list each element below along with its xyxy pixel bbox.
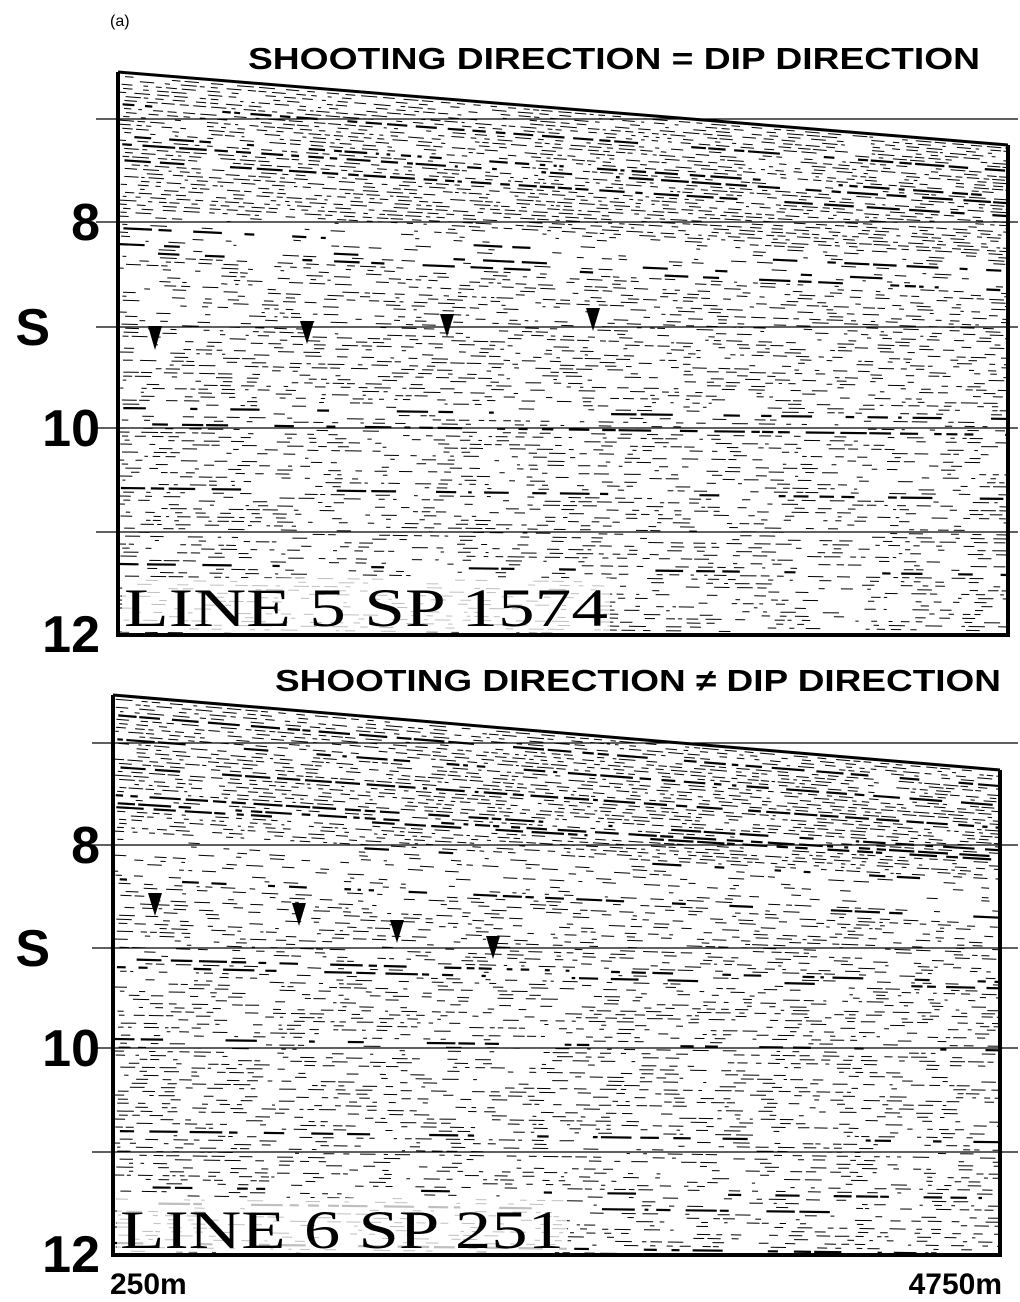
x-axis-label: 250m xyxy=(110,1268,187,1301)
panel-frame xyxy=(96,70,1018,637)
panel-title: SHOOTING DIRECTION = DIP DIRECTION xyxy=(248,41,980,76)
seismic-texture xyxy=(118,73,1008,635)
y-tick-label: 10 xyxy=(42,400,100,458)
panel-title: SHOOTING DIRECTION ≠ DIP DIRECTION xyxy=(275,663,1001,698)
y-axis-label: S xyxy=(15,299,50,357)
arrows xyxy=(148,308,600,350)
y-tick-label: 12 xyxy=(42,1226,100,1284)
line-label: LINE 5 SP 1574 xyxy=(124,578,608,638)
y-axis-label: S xyxy=(15,920,50,978)
line-label: LINE 6 SP 251 xyxy=(120,1200,564,1260)
panel-label: (a) xyxy=(110,13,130,30)
y-tick-label: 8 xyxy=(71,194,100,252)
y-tick-label: 12 xyxy=(42,606,100,664)
label-backdrop xyxy=(117,1198,567,1252)
arrows xyxy=(148,893,500,959)
x-axis-label: 4750m xyxy=(909,1268,1002,1301)
panel-frame xyxy=(92,693,1018,1257)
strong-reflectors xyxy=(113,714,1000,1255)
y-tick-label: 10 xyxy=(42,1020,100,1078)
reflector-traces xyxy=(118,76,1008,635)
label-backdrop xyxy=(122,578,610,632)
y-tick-label: 8 xyxy=(71,817,100,875)
